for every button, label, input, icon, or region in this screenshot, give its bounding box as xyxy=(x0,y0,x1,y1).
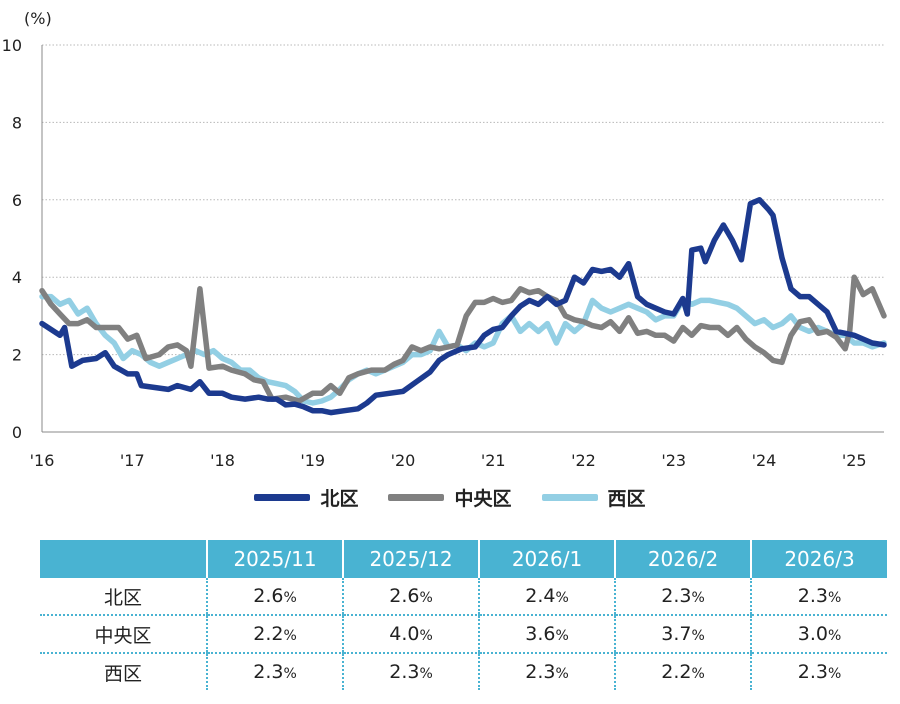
table-row: 中央区 2.2% 4.0% 3.6% 3.7% 3.0% xyxy=(40,615,887,654)
y-tick-label: 10 xyxy=(2,36,22,55)
y-tick-label: 0 xyxy=(12,423,22,442)
series-line-1 xyxy=(39,274,887,404)
table-cell: 2.3% xyxy=(614,578,751,616)
x-tick-label: '16 xyxy=(30,451,55,470)
x-tick-label: '23 xyxy=(661,451,686,470)
legend-label: 西区 xyxy=(607,488,646,510)
table-row: 西区 2.3% 2.3% 2.3% 2.2% 2.3% xyxy=(40,653,887,690)
table-cell: 2.3% xyxy=(750,653,887,690)
x-tick-label: '19 xyxy=(300,451,325,470)
x-tick-label: '17 xyxy=(120,451,145,470)
legend-item-chuo: 中央区 xyxy=(388,484,512,511)
table-cell: 2.6% xyxy=(342,578,479,616)
series-lines xyxy=(39,197,887,416)
table-cell: 3.7% xyxy=(614,615,751,654)
table-cell: 2.3% xyxy=(750,578,887,616)
y-axis: 0 2 4 6 8 10 xyxy=(2,36,43,442)
table-row: 北区 2.6% 2.6% 2.4% 2.3% 2.3% xyxy=(40,578,887,616)
x-tick-label: '21 xyxy=(481,451,506,470)
y-tick-label: 6 xyxy=(12,191,22,210)
data-table: 2025/11 2025/12 2026/1 2026/2 2026/3 北区 … xyxy=(40,540,887,690)
table-cell: 2.6% xyxy=(206,578,343,616)
x-tick-label: '20 xyxy=(391,451,416,470)
table-header-row: 2025/11 2025/12 2026/1 2026/2 2026/3 xyxy=(40,540,887,578)
table-cell: 2.3% xyxy=(206,653,343,690)
table-header-cell xyxy=(40,540,207,578)
legend-label: 北区 xyxy=(320,488,359,510)
legend-swatch xyxy=(388,494,445,501)
y-tick-label: 2 xyxy=(12,346,22,365)
table-cell: 2.2% xyxy=(206,615,343,654)
row-label: 西区 xyxy=(103,662,142,685)
legend-swatch xyxy=(254,494,311,501)
table-header-cell: 2026/1 xyxy=(478,540,615,578)
table-header-cell: 2026/3 xyxy=(750,540,887,578)
legend: 北区 中央区 西区 xyxy=(0,484,900,511)
row-label: 中央区 xyxy=(40,615,207,654)
x-tick-label: '18 xyxy=(210,451,235,470)
table-cell: 3.6% xyxy=(478,615,615,654)
table-cell: 3.0% xyxy=(750,615,887,654)
row-label: 北区 xyxy=(40,578,207,616)
legend-label: 中央区 xyxy=(454,488,512,510)
x-tick-label: '22 xyxy=(571,451,596,470)
table-cell: 2.3% xyxy=(342,653,479,690)
legend-item-nishi: 西区 xyxy=(541,484,646,511)
y-tick-label: 8 xyxy=(12,113,22,132)
table-cell: 2.2% xyxy=(614,653,751,690)
y-tick-label: 4 xyxy=(12,268,22,287)
x-tick-label: '24 xyxy=(752,451,777,470)
legend-item-kita: 北区 xyxy=(254,484,358,511)
legend-swatch xyxy=(541,494,598,501)
y-unit-label: (%) xyxy=(24,9,52,28)
x-axis: '16 '17 '18 '19 '20 '21 '22 '23 '24 '25 xyxy=(30,431,884,470)
x-tick-label: '25 xyxy=(842,451,867,470)
table-header-cell: 2025/11 xyxy=(206,540,343,578)
series-line-0 xyxy=(39,197,887,416)
table-cell: 4.0% xyxy=(342,615,479,654)
table-cell: 2.3% xyxy=(478,653,615,690)
table-cell: 2.4% xyxy=(478,578,615,616)
table-header-cell: 2026/2 xyxy=(614,540,751,578)
table-header-cell: 2025/12 xyxy=(342,540,479,578)
